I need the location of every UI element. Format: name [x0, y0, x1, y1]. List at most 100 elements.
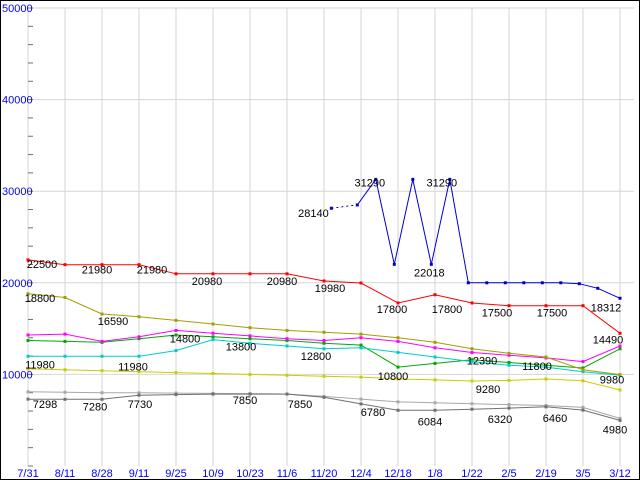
series-cyan-marker — [433, 355, 437, 359]
series-green-marker — [211, 335, 215, 339]
series-gray-marker — [63, 397, 67, 401]
series-magenta-marker — [507, 353, 511, 357]
data-label: 7298 — [33, 399, 57, 411]
series-yellow-marker — [581, 379, 585, 383]
data-label: 21980 — [137, 265, 168, 277]
series-gray-marker — [507, 406, 511, 410]
data-label: 14800 — [170, 333, 201, 345]
series-yellow-marker — [248, 372, 252, 376]
series-red-marker — [507, 304, 511, 308]
series-gray-marker — [322, 395, 326, 399]
data-label: 6780 — [361, 407, 385, 419]
series-cyan-marker — [544, 365, 548, 369]
series-cyan-marker — [248, 341, 252, 345]
series-gray-marker — [618, 418, 622, 422]
data-label: 6084 — [418, 416, 442, 428]
series-magenta-marker — [174, 328, 178, 332]
series-blue-marker — [374, 177, 378, 181]
data-label: 22018 — [414, 267, 445, 279]
series-gray-marker — [211, 392, 215, 396]
series-silver-marker — [396, 400, 400, 404]
data-label: 16590 — [98, 316, 129, 328]
series-blue-marker — [618, 296, 622, 300]
data-label: 7730 — [128, 399, 152, 411]
series-gray-marker — [174, 393, 178, 397]
series-green-marker — [544, 363, 548, 367]
series-green-marker — [581, 366, 585, 370]
x-tick-label: 12/4 — [350, 468, 371, 480]
x-tick-label: 10/9 — [202, 468, 223, 480]
series-red-marker — [470, 301, 474, 305]
series-blue-dashed — [331, 204, 358, 209]
series-green-marker — [174, 333, 178, 337]
data-label: 11800 — [522, 361, 552, 373]
series-gray-marker — [248, 392, 252, 396]
series-yellow-marker — [544, 377, 548, 381]
series-gray-marker — [396, 408, 400, 412]
series-green-marker — [507, 360, 511, 364]
series-blue-marker — [485, 281, 489, 285]
series-blue-marker — [540, 281, 544, 285]
series-cyan-marker — [470, 360, 474, 364]
series-silver-marker — [100, 391, 104, 395]
y-tick-label: 30000 — [2, 186, 33, 198]
series-red-marker — [581, 304, 585, 308]
series-cyan-marker — [26, 354, 30, 358]
series-blue-marker — [466, 281, 470, 285]
series-cyan-marker — [100, 354, 104, 358]
series-magenta-marker — [63, 332, 67, 336]
series-green-marker — [396, 365, 400, 369]
series-gray-marker — [470, 407, 474, 411]
series-red-marker — [174, 272, 178, 276]
series-magenta-marker — [285, 337, 289, 341]
series-red-marker — [359, 281, 363, 285]
series-green-marker — [322, 341, 326, 345]
series-red-marker — [137, 263, 141, 267]
series-red-marker — [396, 301, 400, 305]
series-yellow-marker — [507, 378, 511, 382]
series-gray-marker — [137, 393, 141, 397]
series-cyan-marker — [359, 346, 363, 350]
series-blue-marker — [596, 286, 600, 290]
series-red-marker — [211, 272, 215, 276]
series-blue-marker — [429, 262, 433, 266]
series-magenta-marker — [248, 334, 252, 338]
series-red-marker — [248, 272, 252, 276]
series-silver-marker — [507, 403, 511, 407]
data-label: 10800 — [378, 371, 409, 383]
series-green-marker — [433, 361, 437, 365]
x-tick-label: 8/11 — [55, 468, 76, 480]
series-blue-marker — [503, 281, 507, 285]
series-yellow-marker — [359, 375, 363, 379]
x-tick-label: 1/8 — [427, 468, 442, 480]
series-cyan-marker — [137, 354, 141, 358]
series-silver-marker — [359, 397, 363, 401]
series-yellow-marker — [26, 367, 30, 371]
series-olive-marker — [26, 292, 30, 296]
series-yellow-marker — [285, 373, 289, 377]
x-tick-label: 2/5 — [501, 468, 516, 480]
series-magenta-marker — [359, 336, 363, 340]
series-yellow-marker — [470, 379, 474, 383]
y-tick-label: 10000 — [2, 369, 33, 381]
x-tick-label: 9/11 — [129, 468, 150, 480]
series-yellow-marker — [63, 368, 67, 372]
series-green-marker — [618, 347, 622, 351]
data-label: 6460 — [543, 413, 567, 425]
series-red-marker — [26, 258, 30, 262]
series-silver-marker — [137, 391, 141, 395]
series-silver-marker — [433, 401, 437, 405]
data-label: 17500 — [537, 308, 568, 320]
series-olive-marker — [433, 340, 437, 344]
series-green-marker — [63, 339, 67, 343]
series-green-marker — [359, 343, 363, 347]
series-magenta-marker — [100, 339, 104, 343]
data-label: 12800 — [301, 351, 332, 363]
y-tick-label: 50000 — [2, 3, 33, 15]
data-label: 14490 — [593, 334, 624, 346]
series-yellow-marker — [137, 370, 141, 374]
series-silver-marker — [470, 402, 474, 406]
data-label: 17800 — [432, 304, 463, 316]
data-label: 20980 — [192, 276, 223, 288]
